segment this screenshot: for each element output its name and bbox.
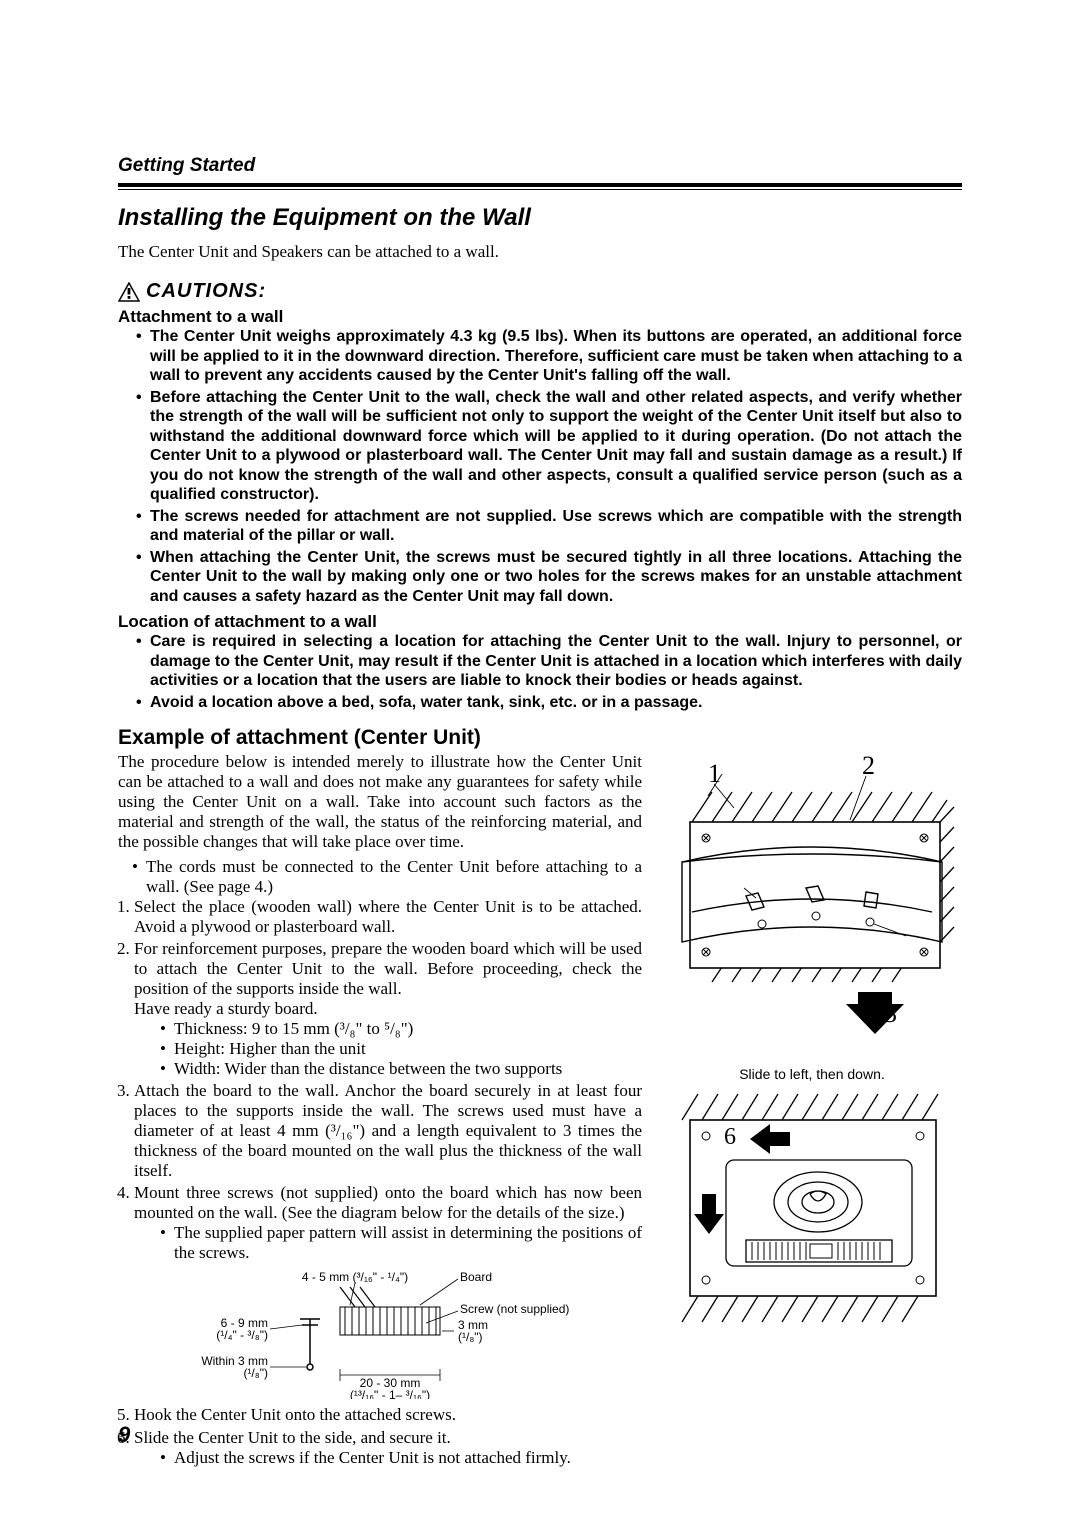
step-3: Attach the board to the wall. Anchor the…	[134, 1081, 642, 1181]
warning-icon	[118, 282, 140, 302]
location-subhead: Location of attachment to a wall	[118, 612, 962, 632]
svg-text:Screw (not supplied): Screw (not supplied)	[460, 1302, 569, 1316]
list-item: The supplied paper pattern will assist i…	[160, 1223, 642, 1263]
svg-text:Board: Board	[460, 1270, 492, 1284]
svg-text:4 - 5 mm (³/₁₆" - ¹/₄"): 4 - 5 mm (³/₁₆" - ¹/₄")	[302, 1270, 408, 1284]
svg-text:1: 1	[708, 759, 721, 788]
step-2-text: For reinforcement purposes, prepare the …	[134, 939, 642, 1018]
example-heading: Example of attachment (Center Unit)	[118, 726, 962, 750]
svg-text:(¹/₈"): (¹/₈")	[458, 1330, 483, 1344]
screw-diagram: 4 - 5 mm (³/₁₆" - ¹/₄") Board Screw (not…	[118, 1269, 642, 1399]
steps-list-cont: Hook the Center Unit onto the attached s…	[134, 1405, 642, 1467]
slide-caption: Slide to left, then down.	[662, 1066, 962, 1082]
slide-illustration: 6	[662, 1084, 962, 1334]
attach-subhead: Attachment to a wall	[118, 307, 962, 327]
svg-text:(¹/₄" - ³/₈"): (¹/₄" - ³/₈")	[216, 1328, 268, 1342]
attach-bullets: The Center Unit weighs approximately 4.3…	[136, 327, 962, 606]
location-bullets: Care is required in selecting a location…	[136, 632, 962, 712]
list-item: Thickness: 9 to 15 mm (³/₈" to ⁵/₈")	[160, 1019, 642, 1039]
cautions-heading: CAUTIONS:	[118, 280, 962, 303]
step-5: Hook the Center Unit onto the attached s…	[134, 1405, 642, 1425]
intro-text: The Center Unit and Speakers can be atta…	[118, 242, 962, 262]
step-4: Mount three screws (not supplied) onto t…	[134, 1183, 642, 1263]
section-header: Getting Started	[118, 155, 962, 177]
step-1: Select the place (wooden wall) where the…	[134, 897, 642, 937]
list-item: Avoid a location above a bed, sofa, wate…	[136, 693, 962, 713]
svg-text:2: 2	[862, 752, 875, 780]
svg-text:(¹/₈"): (¹/₈")	[243, 1366, 268, 1380]
steps-list: Select the place (wooden wall) where the…	[134, 897, 642, 1264]
svg-text:6: 6	[724, 1124, 736, 1150]
cautions-label: CAUTIONS:	[146, 280, 266, 303]
list-item: Before attaching the Center Unit to the …	[136, 388, 962, 505]
step-6: Slide the Center Unit to the side, and s…	[134, 1428, 642, 1468]
svg-text:(¹³/₁₆" - 1– ³/₁₆"): (¹³/₁₆" - 1– ³/₁₆")	[350, 1388, 430, 1399]
list-item: Adjust the screws if the Center Unit is …	[160, 1448, 642, 1468]
rule-thick	[118, 183, 962, 187]
step-4-text: Mount three screws (not supplied) onto t…	[134, 1183, 642, 1222]
left-column: The procedure below is intended merely t…	[118, 752, 642, 1469]
right-column: 1 2 3 4 5	[662, 752, 962, 1469]
list-item: Width: Wider than the distance between t…	[160, 1059, 642, 1079]
list-item: Height: Higher than the unit	[160, 1039, 642, 1059]
step-6-text: Slide the Center Unit to the side, and s…	[134, 1428, 451, 1447]
list-item: The Center Unit weighs approximately 4.3…	[136, 327, 962, 386]
step-2: For reinforcement purposes, prepare the …	[134, 939, 642, 1079]
list-item: The screws needed for attachment are not…	[136, 507, 962, 546]
page-number: 9	[118, 1422, 130, 1448]
list-item: The cords must be connected to the Cente…	[132, 857, 642, 897]
example-intro: The procedure below is intended merely t…	[118, 752, 642, 852]
mount-illustration: 1 2 3 4 5	[662, 752, 962, 1052]
list-item: Care is required in selecting a location…	[136, 632, 962, 691]
rule-thin	[118, 189, 962, 190]
page-title: Installing the Equipment on the Wall	[118, 204, 962, 232]
list-item: When attaching the Center Unit, the scre…	[136, 548, 962, 607]
